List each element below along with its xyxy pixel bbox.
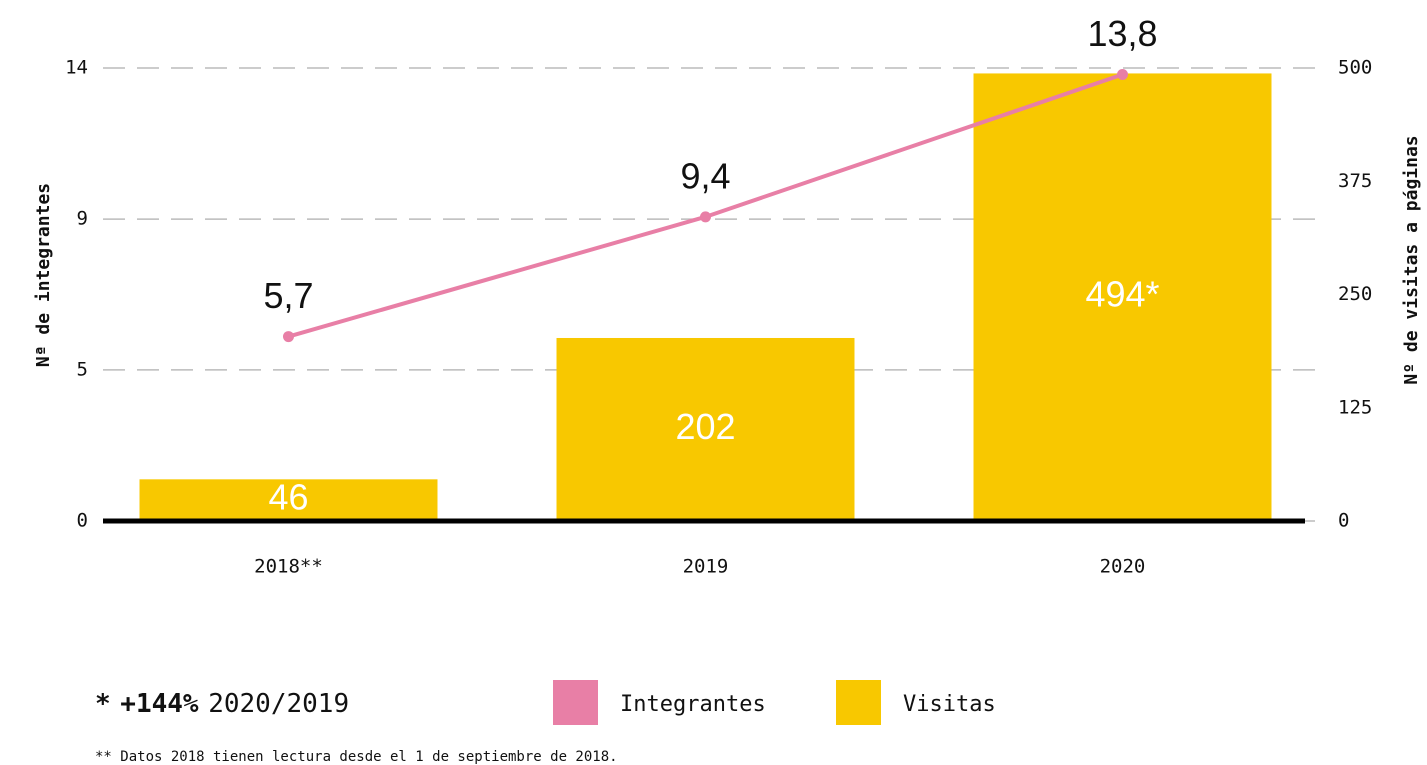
x-tick-label: 2018** — [254, 556, 323, 578]
legend-swatch — [836, 680, 881, 725]
bar-value-label: 46 — [268, 477, 308, 518]
line-value-label: 9,4 — [680, 155, 730, 196]
bar — [973, 73, 1272, 521]
y-tick-label: 0 — [77, 510, 88, 532]
annotation-marker: * — [95, 689, 111, 719]
legend-swatch — [553, 680, 598, 725]
line-point — [283, 331, 294, 343]
bar-value-label: 494* — [1085, 274, 1159, 315]
y-tick-label: 14 — [65, 57, 88, 79]
bar-value-label: 202 — [675, 406, 735, 447]
bar — [556, 337, 855, 521]
annotation-change: +144% — [120, 689, 199, 719]
annotation: * +144% 2020/2019 — [95, 689, 349, 719]
y-tick-label: 9 — [77, 208, 88, 230]
x-tick-label: 2020 — [1100, 556, 1146, 578]
line-value-label: 5,7 — [263, 275, 313, 316]
y2-axis-label: Nº de visitas a páginas — [1401, 135, 1422, 384]
legend-label: Visitas — [903, 692, 996, 717]
y2-tick-label: 125 — [1338, 396, 1372, 418]
y-axis-label: Nª de integrantes — [33, 183, 54, 367]
line-point — [1117, 68, 1128, 80]
legend-label: Integrantes — [620, 692, 766, 717]
bar — [139, 479, 438, 521]
y2-tick-label: 0 — [1338, 510, 1349, 532]
line-point — [700, 211, 711, 223]
y2-tick-label: 250 — [1338, 283, 1372, 305]
line-value-label: 13,8 — [1087, 13, 1157, 54]
y2-tick-label: 375 — [1338, 170, 1372, 192]
x-tick-label: 2019 — [683, 556, 729, 578]
footnote: ** Datos 2018 tienen lectura desde el 1 … — [95, 749, 618, 765]
annotation-period: 2020/2019 — [208, 689, 349, 719]
y2-tick-label: 500 — [1338, 57, 1372, 79]
y-tick-label: 5 — [77, 358, 88, 380]
